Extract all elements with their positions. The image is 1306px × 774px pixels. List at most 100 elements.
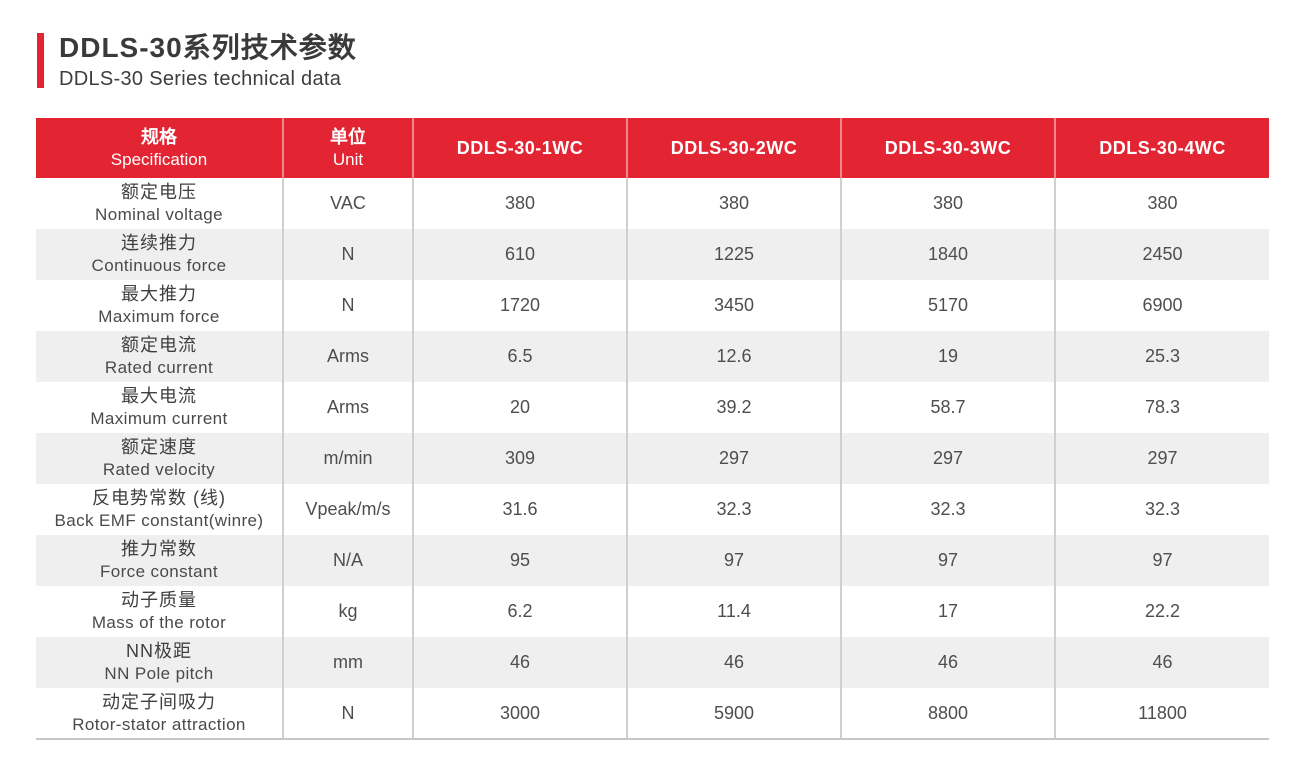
value-cell: 20 [412, 382, 627, 433]
value-cell: 380 [626, 178, 841, 229]
spec-label-en: Mass of the rotor [91, 613, 227, 633]
value-cell: 11800 [1054, 688, 1269, 740]
spec-cell: 动定子间吸力 Rotor-stator attraction [36, 688, 283, 740]
table-row: 连续推力 Continuous force N 610 1225 1840 2450 [36, 229, 1269, 280]
header-row: 规格 Specification 单位 Unit DDLS-30-1WC DDL… [36, 118, 1269, 178]
header-unit-en: Unit [332, 150, 364, 170]
spec-label-cn: 最大电流 [121, 386, 197, 407]
value-cell: 309 [412, 433, 627, 484]
value-cell: 5900 [626, 688, 841, 740]
spec-label-en: Continuous force [91, 256, 227, 276]
unit-cell: Vpeak/m/s [282, 484, 413, 535]
value-cell: 5170 [840, 280, 1055, 331]
table-row: 动定子间吸力 Rotor-stator attraction N 3000 5900 88… [36, 688, 1269, 740]
table-row: 最大推力 Maximum force N 1720 3450 5170 6900 [36, 280, 1269, 331]
value-cell: 6.2 [412, 586, 627, 637]
spec-label-cn: 最大推力 [121, 284, 197, 305]
spec-label-cn: 动定子间吸力 [102, 691, 216, 712]
spec-table: 规格 Specification 单位 Unit DDLS-30-1WC DDL… [36, 118, 1269, 740]
spec-cell: 最大推力 Maximum force [36, 280, 283, 331]
value-cell: 380 [840, 178, 1055, 229]
table-body: 额定电压 Nominal voltage VAC 380 380 380 380 连续推力 Co… [36, 178, 1269, 740]
table-row: 反电势常数 (线) Back EMF constant(winre) Vpeak/m… [36, 484, 1269, 535]
spec-label-en: Back EMF constant(winre) [54, 511, 264, 531]
value-cell: 97 [1054, 535, 1269, 586]
value-cell: 46 [412, 637, 627, 688]
value-cell: 58.7 [840, 382, 1055, 433]
spec-cell: 动子质量 Mass of the rotor [36, 586, 283, 637]
spec-cell: 最大电流 Maximum current [36, 382, 283, 433]
value-cell: 297 [626, 433, 841, 484]
spec-cell: 额定速度 Rated velocity [36, 433, 283, 484]
spec-label-en: Nominal voltage [95, 205, 223, 225]
unit-cell: Arms [282, 331, 413, 382]
table-row: 推力常数 Force constant N/A 95 97 97 97 [36, 535, 1269, 586]
title-text: DDLS-30系列技术参数 DDLS-30 Series technical d… [59, 32, 357, 91]
table-row: 最大电流 Maximum current Arms 20 39.2 58.7 78.3 [36, 382, 1269, 433]
table-row: 额定电流 Rated current Arms 6.5 12.6 19 25.3 [36, 331, 1269, 382]
value-cell: 3000 [412, 688, 627, 740]
spec-cell: 反电势常数 (线) Back EMF constant(winre) [36, 484, 283, 535]
value-cell: 19 [840, 331, 1055, 382]
header-model-2: DDLS-30-2WC [626, 118, 841, 178]
unit-cell: VAC [282, 178, 413, 229]
spec-cell: 连续推力 Continuous force [36, 229, 283, 280]
unit-cell: Arms [282, 382, 413, 433]
unit-cell: N/A [282, 535, 413, 586]
spec-label-cn: 额定电流 [121, 335, 197, 356]
spec-label-en: NN Pole pitch [104, 664, 214, 684]
spec-cell: 额定电流 Rated current [36, 331, 283, 382]
spec-label-en: Maximum current [90, 409, 228, 429]
header-unit: 单位 Unit [282, 118, 413, 178]
spec-label-cn: 反电势常数 (线) [92, 488, 226, 509]
value-cell: 39.2 [626, 382, 841, 433]
header-model-3: DDLS-30-3WC [840, 118, 1055, 178]
value-cell: 6900 [1054, 280, 1269, 331]
value-cell: 1840 [840, 229, 1055, 280]
unit-cell: kg [282, 586, 413, 637]
value-cell: 610 [412, 229, 627, 280]
value-cell: 32.3 [626, 484, 841, 535]
value-cell: 17 [840, 586, 1055, 637]
spec-label-cn: 连续推力 [121, 233, 197, 254]
value-cell: 78.3 [1054, 382, 1269, 433]
table-header: 规格 Specification 单位 Unit DDLS-30-1WC DDL… [36, 118, 1269, 178]
value-cell: 8800 [840, 688, 1055, 740]
spec-label-cn: NN极距 [126, 641, 192, 662]
value-cell: 32.3 [1054, 484, 1269, 535]
table-row: 额定电压 Nominal voltage VAC 380 380 380 380 [36, 178, 1269, 229]
header-unit-cn: 单位 [330, 126, 366, 147]
page-title-en: DDLS-30 Series technical data [59, 67, 342, 90]
value-cell: 297 [840, 433, 1055, 484]
value-cell: 6.5 [412, 331, 627, 382]
header-model-1: DDLS-30-1WC [412, 118, 627, 178]
value-cell: 3450 [626, 280, 841, 331]
header-spec-en: Specification [110, 150, 208, 170]
value-cell: 1720 [412, 280, 627, 331]
header-model-4: DDLS-30-4WC [1054, 118, 1269, 178]
value-cell: 97 [626, 535, 841, 586]
value-cell: 46 [626, 637, 841, 688]
red-accent-bar [37, 33, 44, 88]
spec-label-en: Maximum force [98, 307, 220, 327]
value-cell: 380 [1054, 178, 1269, 229]
value-cell: 1225 [626, 229, 841, 280]
value-cell: 22.2 [1054, 586, 1269, 637]
table-row: NN极距 NN Pole pitch mm 46 46 46 46 [36, 637, 1269, 688]
spec-label-en: Force constant [99, 562, 219, 582]
table-row: 额定速度 Rated velocity m/min 309 297 297 297 [36, 433, 1269, 484]
spec-cell: NN极距 NN Pole pitch [36, 637, 283, 688]
value-cell: 46 [840, 637, 1055, 688]
spec-label-cn: 额定速度 [121, 437, 197, 458]
unit-cell: mm [282, 637, 413, 688]
value-cell: 95 [412, 535, 627, 586]
spec-label-cn: 额定电压 [121, 182, 197, 203]
header-spec-cn: 规格 [141, 126, 177, 147]
value-cell: 32.3 [840, 484, 1055, 535]
value-cell: 97 [840, 535, 1055, 586]
value-cell: 380 [412, 178, 627, 229]
spec-cell: 推力常数 Force constant [36, 535, 283, 586]
unit-cell: m/min [282, 433, 413, 484]
value-cell: 11.4 [626, 586, 841, 637]
